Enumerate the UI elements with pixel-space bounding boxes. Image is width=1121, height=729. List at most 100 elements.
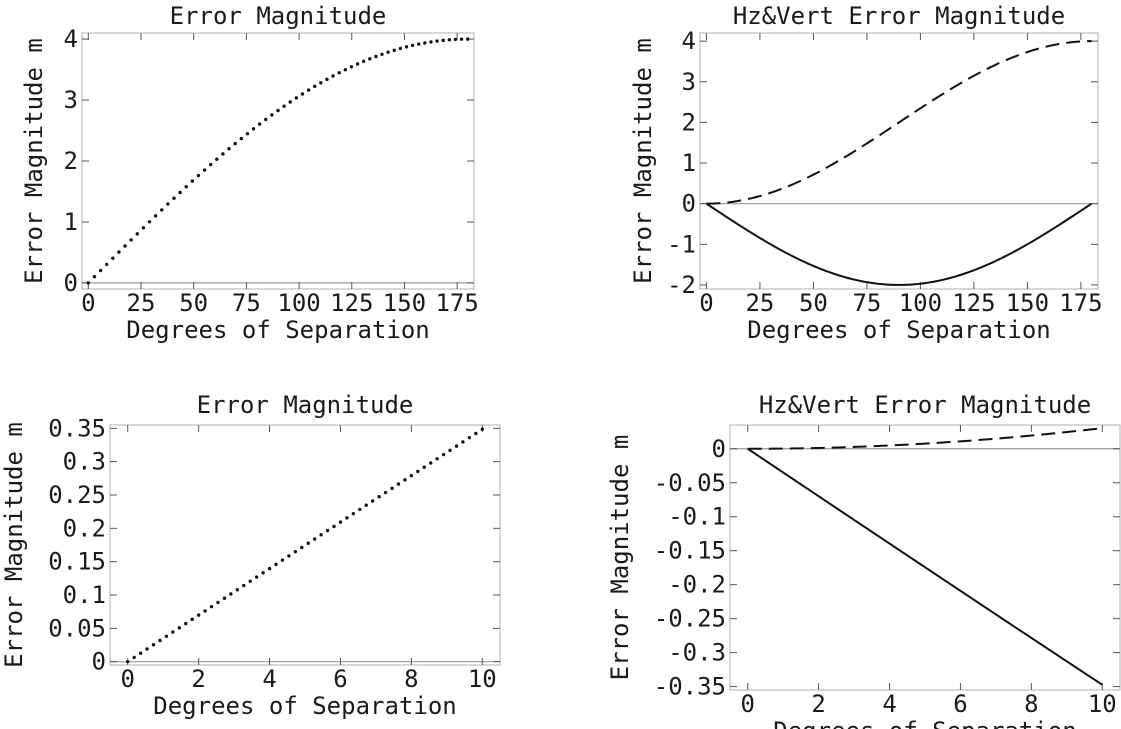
series-1-point	[86, 281, 91, 285]
series-1-point	[325, 77, 329, 82]
series-1-point	[196, 613, 201, 617]
x-tick-label: 8	[404, 665, 418, 693]
y-tick-label: -2	[667, 271, 696, 299]
series-1-point	[429, 461, 433, 465]
x-tick-label: 25	[745, 289, 774, 317]
x-axis-label: Degrees of Separation	[747, 316, 1050, 344]
y-tick-label: 0.15	[48, 548, 106, 576]
series-1-point	[280, 558, 285, 562]
series-1-point	[160, 208, 164, 212]
series-1-point	[196, 173, 201, 178]
x-tick-label: 2	[191, 665, 205, 693]
series-1-point	[248, 579, 252, 583]
series-1-point	[404, 45, 409, 49]
series-1-point	[380, 52, 384, 56]
y-tick-label: 0.3	[63, 448, 106, 476]
series-1-point	[184, 621, 188, 626]
series-1-point	[141, 226, 146, 230]
series-1-point	[474, 431, 478, 436]
series-1-point	[453, 37, 458, 42]
series-1-point	[447, 38, 452, 42]
series-1-point	[216, 600, 220, 605]
series-1-point	[332, 524, 336, 529]
y-tick-label: 4	[682, 27, 696, 55]
series-1-point	[410, 43, 415, 48]
y-tick-label: -0.2	[668, 571, 726, 599]
series-1-point	[358, 507, 362, 512]
series-1-point	[319, 533, 323, 537]
series-1-point	[398, 46, 403, 51]
y-tick-label: 0.35	[48, 414, 106, 442]
series-1-point	[274, 562, 278, 567]
series-1-point	[209, 604, 214, 609]
chart-title: Hz&Vert Error Magnitude	[733, 2, 1065, 30]
x-tick-label: 100	[277, 289, 320, 317]
series-1-point	[361, 59, 366, 64]
series-1-point	[319, 81, 323, 85]
series-1-point	[235, 588, 240, 592]
y-tick-label: 3	[682, 68, 696, 96]
y-tick-label: -0.35	[654, 673, 726, 701]
series-1-point	[293, 549, 298, 554]
series-1-line	[706, 40, 1092, 205]
series-1-point	[172, 196, 176, 200]
y-axis-label: Error Magnitude m	[606, 435, 634, 681]
series-1-point	[147, 220, 152, 224]
series-1-point	[190, 179, 195, 183]
series-1-point	[383, 490, 388, 495]
series-1-point	[177, 626, 181, 630]
x-tick-label: 150	[383, 289, 426, 317]
series-1-point	[390, 486, 394, 491]
series-1-point	[227, 147, 231, 151]
series-1-point	[454, 444, 459, 448]
x-tick-label: 0	[741, 690, 755, 718]
series-1-point	[132, 655, 136, 660]
x-tick-label: 8	[1024, 690, 1038, 718]
y-tick-label: -0.05	[654, 469, 726, 497]
plot-frame	[109, 424, 501, 666]
series-1-point	[242, 583, 246, 588]
series-1-point	[208, 162, 213, 167]
x-tick-label: 175	[1059, 289, 1102, 317]
plot-frame	[81, 32, 475, 290]
series-1-point	[135, 232, 139, 236]
series-1-point	[222, 596, 227, 600]
series-1-point	[368, 57, 372, 61]
series-1-point	[126, 659, 130, 664]
x-tick-label: 0	[121, 665, 135, 693]
series-1-point	[178, 190, 182, 195]
series-1-point	[306, 88, 311, 92]
series-1-point	[145, 647, 149, 651]
series-1-point	[98, 268, 103, 273]
series-1-point	[392, 48, 396, 52]
series-1-point	[251, 127, 256, 131]
series-1-point	[312, 537, 317, 541]
x-tick-label: 4	[262, 665, 276, 693]
series-1-point	[343, 68, 348, 72]
series-1-point	[203, 609, 207, 613]
x-tick-label: 10	[468, 665, 497, 693]
series-1-point	[153, 214, 158, 218]
y-tick-label: 0	[682, 190, 696, 218]
x-tick-label: 4	[882, 690, 896, 718]
series-1-point	[338, 520, 343, 524]
series-1-point	[233, 141, 237, 146]
series-1-point	[261, 571, 265, 575]
y-tick-label: 0.25	[48, 481, 106, 509]
series-1-point	[129, 238, 133, 242]
x-tick-label: 10	[1088, 690, 1117, 718]
x-axis-label: Degrees of Separation	[126, 316, 429, 344]
y-tick-label: 2	[682, 108, 696, 136]
series-1-point	[164, 634, 169, 638]
x-tick-label: 25	[127, 289, 156, 317]
series-1-point	[349, 65, 354, 69]
plot-frame	[699, 32, 1099, 290]
y-tick-label: -0.3	[668, 639, 726, 667]
y-tick-label: 0.2	[63, 514, 106, 542]
series-1-point	[190, 617, 194, 622]
series-1-point	[441, 38, 445, 43]
series-1-point	[355, 62, 360, 66]
y-tick-label: 1	[682, 149, 696, 177]
series-1-point	[245, 131, 250, 136]
x-tick-label: 50	[179, 289, 208, 317]
